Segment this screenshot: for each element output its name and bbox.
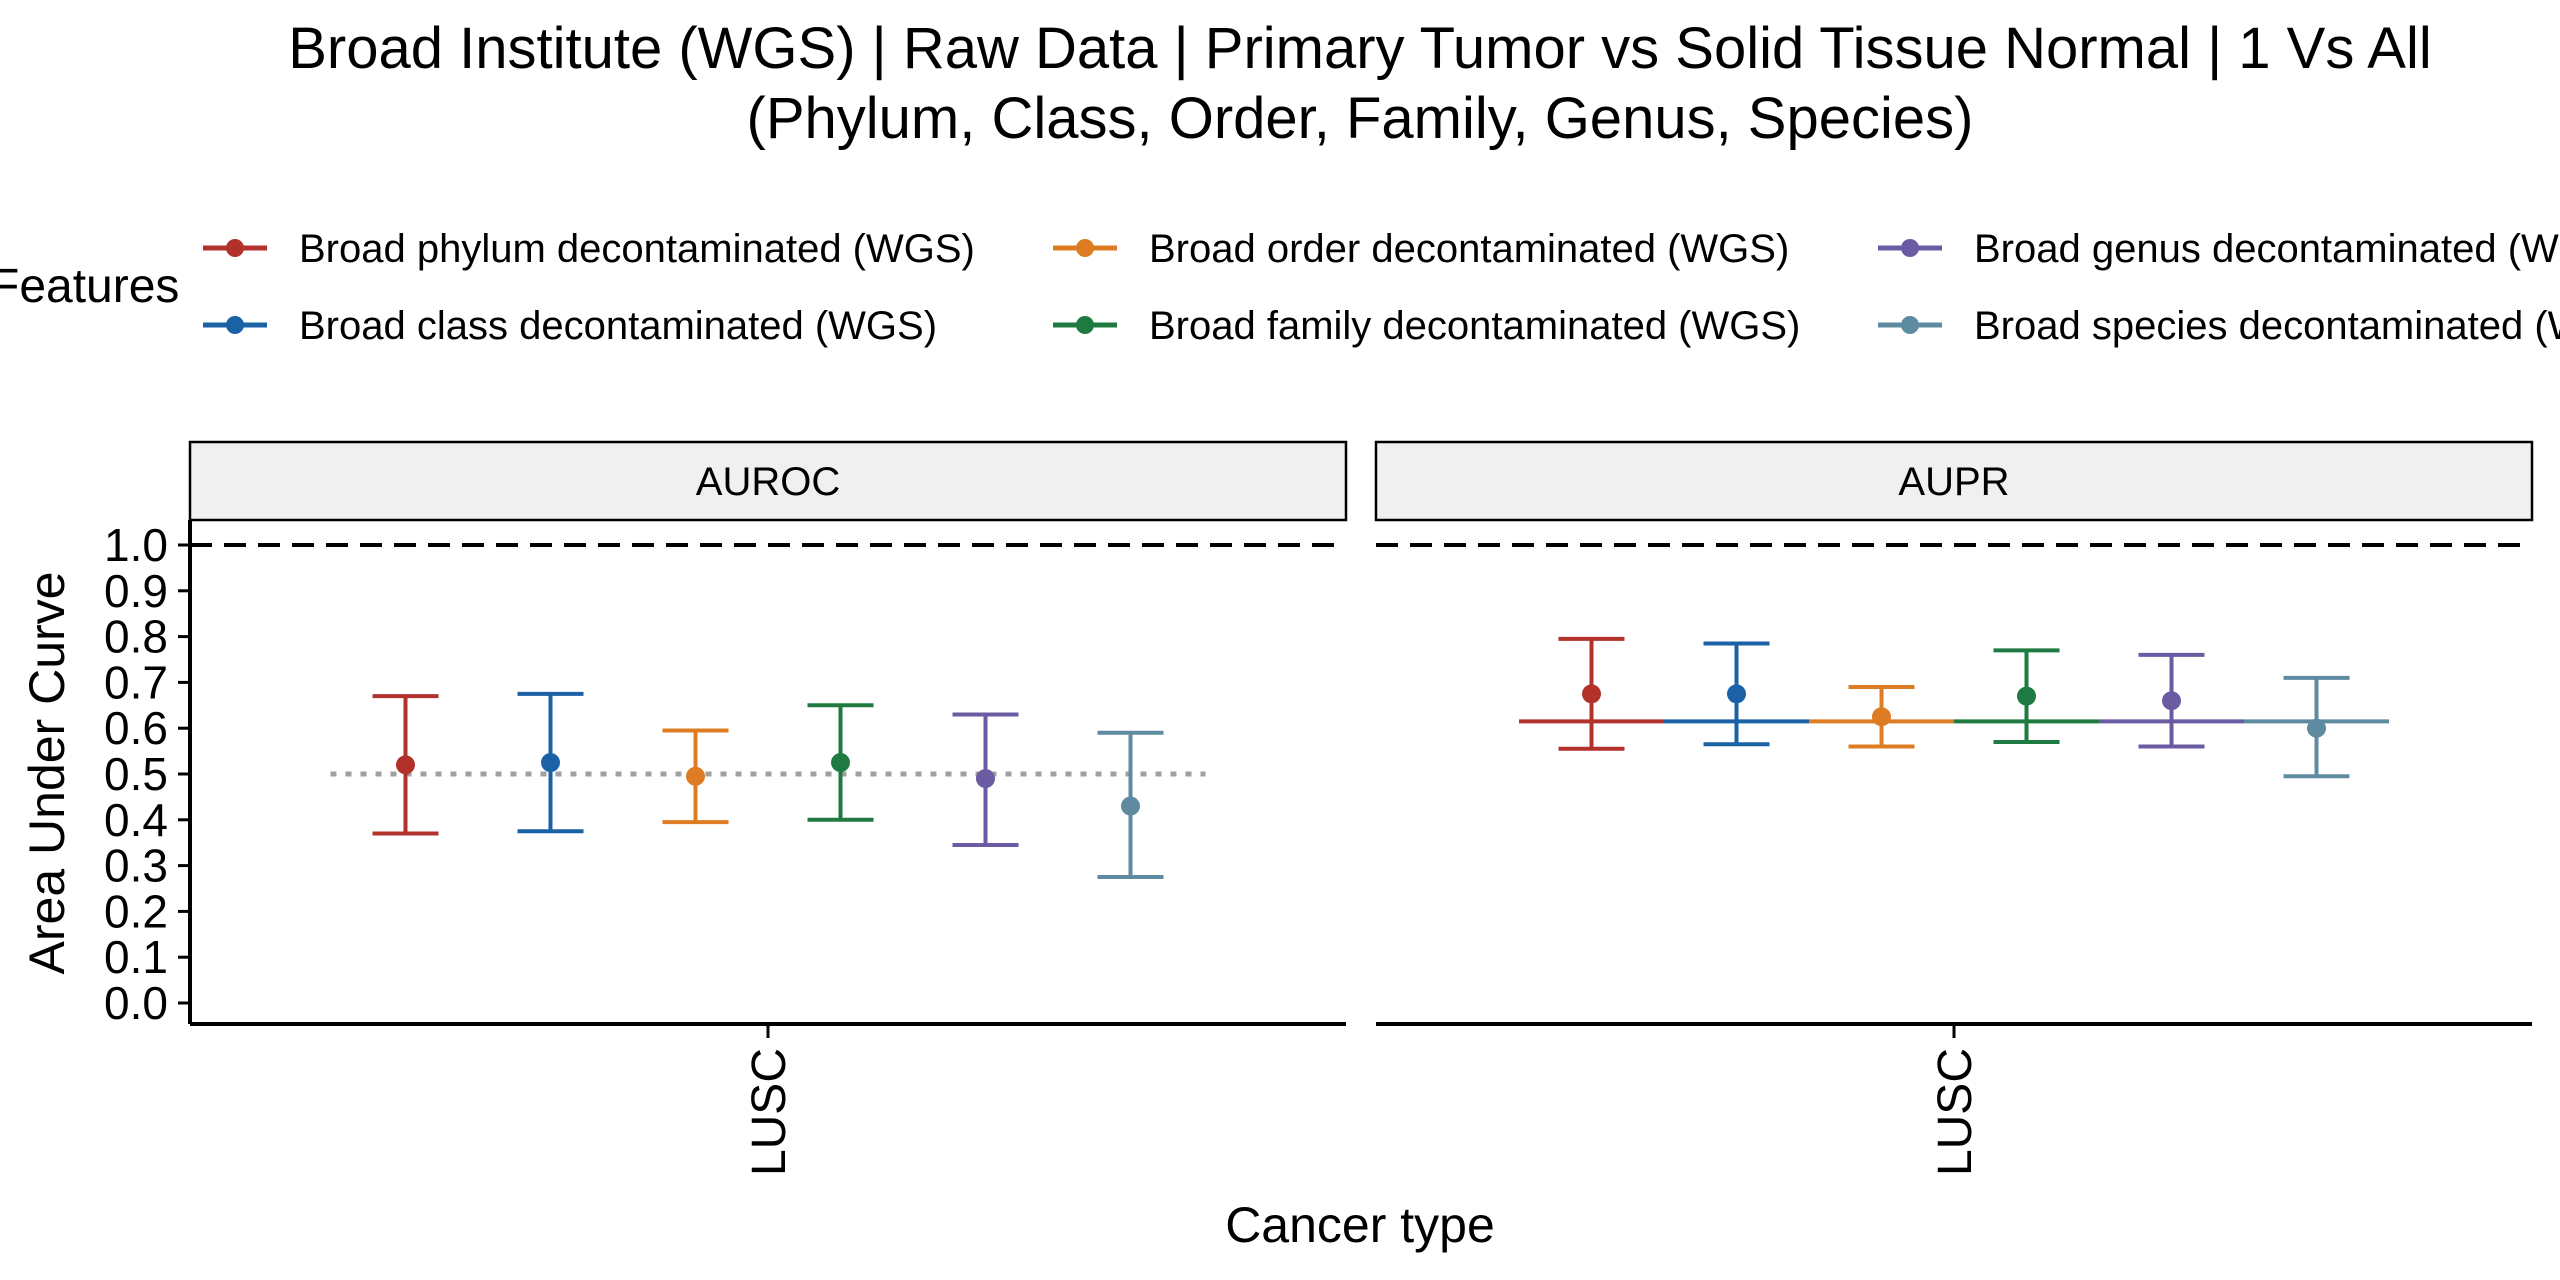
legend-entry: Broad species decontaminated (WGS) — [1878, 304, 2560, 348]
legend-label: Broad family decontaminated (WGS) — [1149, 304, 1800, 348]
facet-strip-label: AUPR — [1898, 460, 2009, 504]
data-point — [541, 753, 560, 773]
legend-key-point — [1076, 239, 1094, 257]
errorbar — [1703, 641, 1770, 747]
panel-auroc: AUROC LUSC — [188, 440, 1348, 1176]
y-tick-label: 1.0 — [104, 519, 168, 571]
y-tick-label: 0.2 — [104, 885, 168, 937]
x-tick-label: LUSC — [1929, 1048, 1982, 1176]
legend-entry: Broad genus decontaminated (WGS) — [1878, 227, 2560, 271]
legend-entry: Broad order decontaminated (WGS) — [1053, 227, 1789, 271]
data-point — [686, 766, 705, 786]
facet-strip — [1374, 440, 2534, 522]
data-point — [1872, 707, 1891, 727]
legend-label: Broad genus decontaminated (WGS) — [1974, 227, 2560, 271]
legend-title: Features — [0, 260, 179, 313]
legend-key-point — [1901, 316, 1919, 334]
errorbar — [1848, 684, 1915, 749]
facet-strip-label: AUROC — [696, 460, 840, 504]
y-tick-label: 0.1 — [104, 931, 168, 983]
data-point — [1582, 684, 1601, 704]
y-tick-label: 0.9 — [104, 565, 168, 617]
panel-aupr: AUPR LUSC — [1374, 440, 2534, 1176]
x-tick-label: LUSC — [743, 1048, 796, 1176]
facet-strip — [188, 440, 1348, 522]
y-tick-label: 0.6 — [104, 702, 168, 754]
legend-entry: Broad class decontaminated (WGS) — [203, 304, 937, 348]
legend-entry: Broad phylum decontaminated (WGS) — [203, 227, 975, 271]
y-tick-label: 0.0 — [104, 977, 168, 1029]
legend-entry: Broad family decontaminated (WGS) — [1053, 304, 1800, 348]
errorbar — [2283, 675, 2350, 779]
chart-title-line2: (Phylum, Class, Order, Family, Genus, Sp… — [747, 86, 1974, 151]
data-point — [2307, 718, 2326, 738]
data-point — [1727, 684, 1746, 704]
y-tick-label: 0.3 — [104, 840, 168, 892]
data-point — [1121, 796, 1140, 816]
legend-key-point — [1901, 239, 1919, 257]
legend-label: Broad species decontaminated (WGS) — [1974, 304, 2560, 348]
y-axis-label: Area Under Curve — [19, 572, 75, 975]
data-point — [831, 753, 850, 773]
errorbar — [372, 694, 439, 836]
chart-title-line1: Broad Institute (WGS) | Raw Data | Prima… — [288, 16, 2431, 81]
errorbar — [2138, 652, 2205, 749]
data-point — [976, 769, 995, 789]
y-tick-label: 0.4 — [104, 794, 168, 846]
legend-label: Broad class decontaminated (WGS) — [299, 304, 937, 348]
errorbar — [1993, 648, 2060, 744]
errorbar — [952, 712, 1019, 847]
data-point — [396, 755, 415, 775]
legend: Broad phylum decontaminated (WGS) Broad c… — [203, 227, 2560, 348]
y-tick-label: 0.7 — [104, 656, 168, 708]
data-point — [2162, 691, 2181, 711]
legend-key-point — [1076, 316, 1094, 334]
errorbar — [517, 691, 584, 834]
data-point — [2017, 686, 2036, 706]
errorbar — [662, 728, 729, 825]
errorbar — [1097, 730, 1164, 880]
y-axis: 0.00.10.20.30.40.50.60.70.80.91.0 — [104, 519, 192, 1029]
legend-key-point — [226, 316, 244, 334]
legend-label: Broad order decontaminated (WGS) — [1149, 227, 1789, 271]
y-tick-label: 0.8 — [104, 611, 168, 663]
errorbar — [807, 703, 874, 822]
y-tick-label: 0.5 — [104, 748, 168, 800]
legend-key-point — [226, 239, 244, 257]
legend-label: Broad phylum decontaminated (WGS) — [299, 227, 975, 271]
plot-panels: AUROC LUSC AUPR LUSC — [188, 440, 2534, 1176]
errorbar — [1558, 636, 1625, 751]
x-axis-label: Cancer type — [1225, 1197, 1495, 1253]
